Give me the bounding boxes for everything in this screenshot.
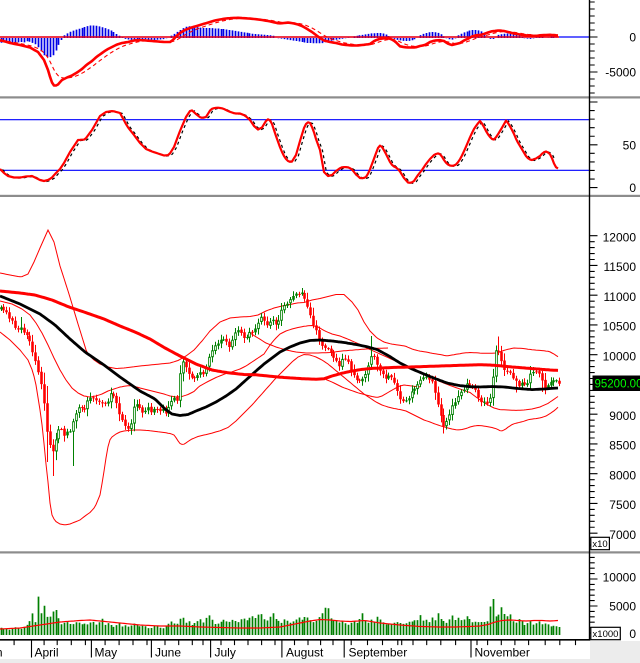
- svg-text:50: 50: [623, 139, 637, 153]
- svg-text:May: May: [95, 646, 118, 660]
- svg-text:10000: 10000: [603, 571, 637, 585]
- svg-text:n: n: [0, 646, 2, 660]
- svg-text:x10: x10: [592, 539, 607, 550]
- svg-text:11000: 11000: [604, 290, 637, 304]
- svg-text:April: April: [35, 646, 59, 660]
- svg-text:0: 0: [629, 627, 636, 641]
- svg-text:-5000: -5000: [605, 66, 636, 80]
- svg-text:95200.00: 95200.00: [595, 378, 640, 390]
- svg-text:x1000: x1000: [593, 629, 619, 640]
- svg-text:10000: 10000: [603, 349, 637, 363]
- svg-text:5000: 5000: [609, 600, 636, 614]
- svg-text:7500: 7500: [609, 498, 636, 512]
- svg-text:0: 0: [629, 181, 636, 195]
- svg-text:8500: 8500: [609, 439, 636, 453]
- svg-text:12000: 12000: [603, 230, 637, 244]
- svg-text:September: September: [349, 646, 408, 660]
- svg-text:9000: 9000: [609, 409, 636, 423]
- svg-text:8000: 8000: [609, 468, 636, 482]
- svg-text:June: June: [155, 646, 181, 660]
- svg-text:11500: 11500: [604, 260, 637, 274]
- svg-text:August: August: [286, 646, 324, 660]
- svg-text:0: 0: [629, 31, 636, 45]
- svg-text:7000: 7000: [609, 528, 636, 542]
- svg-text:November: November: [475, 646, 530, 660]
- svg-text:10500: 10500: [603, 320, 637, 334]
- svg-text:July: July: [215, 646, 236, 660]
